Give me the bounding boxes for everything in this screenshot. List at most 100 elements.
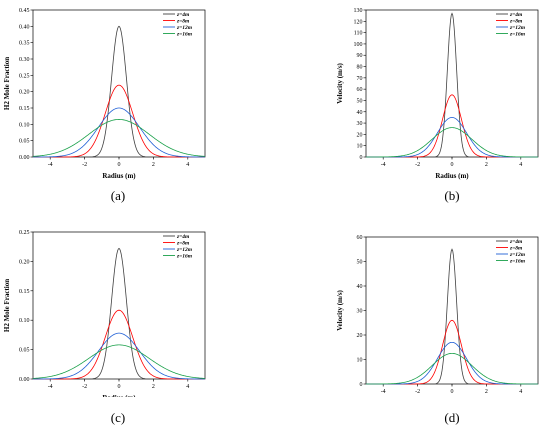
panel-d-x-tick-label: 4: [519, 389, 522, 395]
panel-c-legend-label: z=16m: [176, 254, 193, 260]
panel-c-y-tick-label: 0.00: [19, 377, 30, 383]
panel-c-y-tick-label: 0.25: [19, 230, 30, 236]
panel-b-x-tick-label: 2: [485, 162, 488, 168]
panel-b-y-tick-label: 130: [354, 8, 363, 14]
panel-a-x-axis-label: Radius (m): [102, 172, 136, 180]
panel-c-series-line-z=16m: [32, 344, 206, 379]
panel-b-y-tick-label: 70: [357, 76, 363, 82]
panel-c-series-line-z=12m: [33, 332, 205, 380]
panel-d-x-tick-label: 2: [485, 389, 488, 395]
panel-a-series-line-z=16m: [32, 119, 206, 157]
panel-b-y-tick-label: 50: [357, 98, 363, 104]
panel-d-legend-label: z=16m: [509, 259, 526, 265]
panel-a-y-tick-label: 0.40: [19, 24, 30, 30]
panel-b-y-tick-label: 80: [357, 65, 363, 71]
panel-a-y-axis-label: H2 Mole Fraction: [3, 57, 11, 110]
panel-d-y-tick-label: 20: [357, 333, 363, 339]
panel-d-y-tick-label: 30: [357, 309, 363, 315]
panel-a-x-tick-label: 4: [186, 162, 189, 168]
panel-d-x-tick-label: -4: [381, 389, 386, 395]
panel-a-series-line-z=8m: [33, 84, 205, 158]
panel-a-y-tick-label: 0.00: [19, 155, 30, 161]
panel-c-x-axis-label: Radius (m): [102, 394, 136, 397]
panel-d-legend-label: z=8m: [509, 246, 523, 252]
panel-b-y-tick-label: 10: [357, 144, 363, 150]
panel-a-y-tick-label: 0.10: [19, 122, 30, 128]
panel-d-y-axis-label: Velocity (m/s): [336, 289, 344, 330]
panel-a-series-line-z=4m: [33, 25, 205, 158]
panel-a-y-tick-label: 0.05: [19, 139, 30, 145]
panel-d-series-line-z=8m: [366, 319, 538, 385]
panel-a-y-tick-label: 0.25: [19, 73, 30, 79]
panel-a-x-tick-label: 0: [118, 162, 121, 168]
panel-b-x-axis-label: Radius (m): [435, 172, 469, 180]
panel-b-x-tick-label: -4: [381, 162, 386, 168]
panel-c-x-tick-label: 0: [118, 384, 121, 390]
caption-c: (c): [110, 410, 126, 425]
panel-a-y-tick-label: 0.45: [19, 8, 30, 14]
panel-a-series-line-z=12m: [33, 107, 205, 158]
chart-d-svg: -4-20240102030405060Radius (m)Velocity (…: [336, 235, 539, 407]
panel-b-legend-label: z=4m: [509, 12, 523, 18]
panel-b-y-tick-label: 110: [354, 31, 363, 37]
chart-panel-a: -4 -2 0 2 4 0.00 0.05 0.10 0.15 0.20 0.25 0.30 0.35 0…: [0, 0, 275, 217]
chart-panel-b: -4 -2 0 2 4 0 10 20 30 40 50 60 70 80 90 100 110 120 130 Ra…: [275, 0, 550, 217]
panel-a-legend-label: z=4m: [176, 12, 190, 18]
panel-c-y-axis-label: H2 Mole Fraction: [3, 279, 11, 332]
chart-c-svg: -4 -2 0 2 4 0.00 0.05 0.10 0.15 0.20 0.25 Radius (m…: [3, 230, 206, 402]
panel-b-y-tick-label: 40: [357, 110, 363, 116]
panel-c-y-tick-label: 0.15: [19, 289, 30, 295]
caption-d: (d): [444, 410, 460, 425]
chart-b-svg: -4 -2 0 2 40102030405060708090100110120130Ra…: [336, 8, 539, 180]
panel-a-y-tick-label: 0.30: [19, 57, 30, 63]
panel-d-legend-label: z=4m: [509, 239, 523, 245]
panel-b-y-tick-label: 0: [360, 155, 363, 161]
panel-c-series-line-z=4m: [33, 247, 205, 380]
panel-d-legend-label: z=12m: [509, 252, 526, 258]
panel-b-y-tick-label: 120: [354, 19, 363, 25]
panel-c-x-tick-label: -4: [48, 384, 53, 390]
panel-b-x-tick-label: 4: [519, 162, 522, 168]
panel-c-legend-label: z=4m: [176, 234, 190, 240]
panel-d-series-line-z=12m: [366, 341, 538, 385]
panel-a-legend-label: z=8m: [176, 19, 190, 25]
panel-b-x-tick-label: -2: [415, 162, 420, 168]
panel-a-y-tick-label: 0.35: [19, 41, 30, 47]
panel-c-y-tick-label: 0.10: [19, 318, 30, 324]
panel-a-y-tick-label: 0.20: [19, 90, 30, 96]
panel-d-series-line-z=16m: [366, 352, 538, 385]
chart-panel-d: -4-20240102030405060Radius (m)Velocity (…: [275, 217, 550, 434]
panel-b-series-line-z=16m: [366, 127, 538, 158]
panel-c-y-tick-label: 0.20: [19, 259, 30, 265]
panel-c-x-tick-label: -2: [82, 384, 87, 390]
panel-a-legend-label: z=12m: [176, 25, 193, 31]
caption-b: (b): [444, 188, 460, 203]
panel-a-y-tick-label: 0.15: [19, 106, 30, 112]
panel-a-legend-label: z=16m: [176, 32, 193, 38]
panel-d-y-tick-label: 60: [357, 235, 363, 241]
panel-c-x-tick-label: 2: [152, 384, 155, 390]
caption-a: (a): [110, 188, 126, 203]
panel-b-series-line-z=8m: [366, 94, 538, 158]
panel-d-x-tick-label: 0: [451, 389, 454, 395]
panel-c-x-tick-label: 4: [186, 384, 189, 390]
panel-c-legend-label: z=12m: [176, 247, 193, 253]
panel-b-legend-label: z=16m: [509, 32, 526, 38]
panel-c-legend-label: z=8m: [176, 241, 190, 247]
panel-b-legend-label: z=8m: [509, 19, 523, 25]
chart-a-svg: -4 -2 0 2 4 0.00 0.05 0.10 0.15 0.20 0.25 0.30 0.35 0…: [3, 8, 206, 180]
panel-a-x-tick-label: -2: [82, 162, 87, 168]
panel-a-x-tick-label: 2: [152, 162, 155, 168]
panel-b-y-tick-label: 30: [357, 121, 363, 127]
panel-b-x-tick-label: 0: [451, 162, 454, 168]
chart-panel-c: -4 -2 0 2 4 0.00 0.05 0.10 0.15 0.20 0.25 Radius (m…: [0, 217, 275, 434]
panel-d-y-tick-label: 50: [357, 260, 363, 266]
panel-b-series-line-z=12m: [366, 117, 538, 158]
panel-b-y-tick-label: 90: [357, 53, 363, 59]
panel-d-y-tick-label: 0: [360, 382, 363, 388]
panel-a-x-tick-label: -4: [48, 162, 53, 168]
panel-d-y-tick-label: 40: [357, 284, 363, 290]
panel-b-legend-label: z=12m: [509, 25, 526, 31]
panel-c-y-tick-label: 0.05: [19, 348, 30, 354]
